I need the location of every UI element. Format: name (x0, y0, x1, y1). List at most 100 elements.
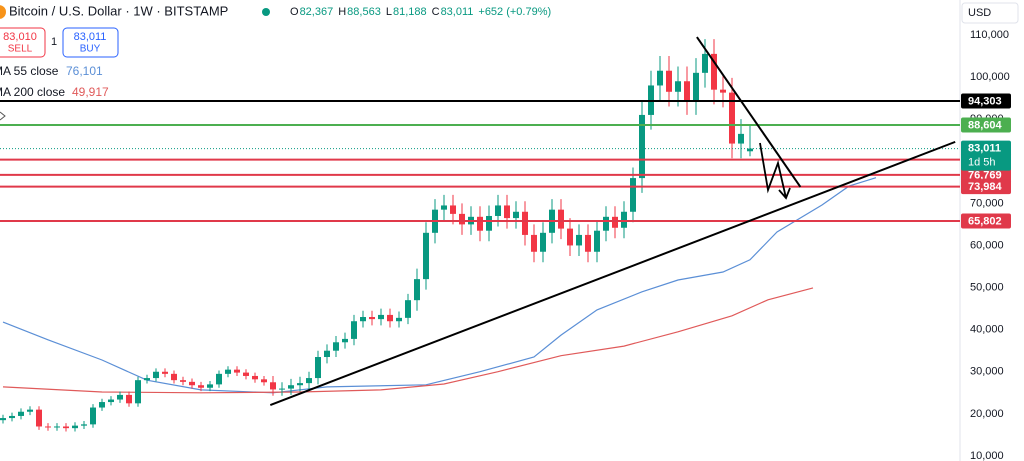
candle-body (90, 407, 96, 425)
level-price-label: 73,984 (968, 181, 1003, 193)
candle-body (261, 379, 267, 383)
candle-body (297, 383, 303, 386)
sell-button[interactable] (0, 27, 46, 58)
y-tick-label: 60,000 (970, 239, 1004, 251)
candle-body (270, 382, 276, 390)
candle-body (513, 211, 519, 219)
candle-body (729, 92, 735, 144)
sell-price: 83,010 (3, 31, 37, 43)
candle-body (315, 357, 321, 379)
candle-body (216, 373, 222, 385)
candle-body (0, 418, 6, 421)
moving-average (2, 287, 814, 394)
candle-body (171, 373, 177, 381)
y-tick-label: 110,000 (970, 29, 1009, 41)
y-tick-label: 50,000 (970, 281, 1004, 293)
candle-body (657, 70, 663, 86)
level-price-box (961, 213, 1011, 229)
candle-body (459, 213, 465, 225)
candle-body (207, 384, 213, 388)
candle-body (450, 205, 456, 214)
ohlc-values: O 82,367 H 88,563 L 81,188 C 83,011 +652 (+0.79%… (290, 6, 551, 18)
candle-body (351, 321, 357, 339)
y-tick-label: 100,000 (970, 71, 1010, 83)
ma200-name: MA 200 close (0, 85, 65, 99)
candle-body (423, 232, 429, 280)
buy-button[interactable] (62, 27, 119, 58)
candle-body (477, 216, 483, 231)
candle-body (81, 424, 87, 426)
level-price-label: 76,769 (968, 169, 1002, 181)
ma55-value: 76,101 (66, 64, 103, 78)
buy-price: 83,011 (74, 31, 107, 43)
y-tick-label: 30,000 (970, 366, 1004, 378)
candle-body (9, 415, 15, 419)
candle-body (333, 342, 339, 351)
currency-box[interactable] (961, 2, 1019, 24)
last-price-box (961, 140, 1011, 171)
collapse-icon[interactable] (0, 111, 6, 121)
candle-body (639, 114, 645, 179)
ohlc-key: L (386, 6, 392, 18)
candle-body (225, 369, 231, 374)
candle-body (108, 399, 114, 403)
candle-body (243, 372, 249, 376)
y-tick-label: 70,000 (970, 197, 1004, 209)
ohlc-value: 83,011 (441, 6, 474, 18)
sell-label: SELL (8, 44, 33, 55)
candle-body (99, 402, 105, 408)
candle-body (747, 148, 753, 152)
candle-body (720, 89, 726, 93)
candle-body (612, 216, 618, 228)
candle-body (18, 411, 24, 416)
candle-body (522, 211, 528, 235)
countdown: 1d 5h (968, 156, 996, 168)
candle-body (117, 394, 123, 400)
candle-body (135, 380, 141, 404)
candle-body (153, 371, 159, 379)
candle-body (621, 211, 627, 228)
candle-body (27, 409, 33, 412)
currency: USD (968, 7, 991, 19)
candle-body (486, 215, 492, 231)
candle-body (234, 369, 240, 373)
last-price-label: 83,011 (968, 142, 1001, 154)
candle-body (342, 338, 348, 343)
candle-body (684, 81, 690, 101)
market-status-dot (262, 8, 270, 16)
candle-body (72, 425, 78, 429)
buy-label: BUY (80, 44, 101, 55)
price-axis: 10,000 20,000 30,000 40,000 50,000 60,000 70,0… (961, 29, 1011, 461)
candle-body (189, 381, 195, 386)
candle-body (54, 426, 60, 428)
candle-body (567, 228, 573, 246)
candle-body (279, 388, 285, 390)
candle-body (504, 205, 510, 219)
candle-body (414, 279, 420, 301)
candle-body (531, 234, 537, 252)
ohlc-value: 88,563 (347, 6, 381, 18)
trendline (696, 36, 802, 188)
candle-body (702, 53, 708, 73)
candle-body (495, 205, 501, 216)
quantity: 1 (51, 36, 57, 48)
candle-body (360, 317, 366, 322)
level-price-box (961, 93, 1011, 109)
candle-body (162, 371, 168, 374)
candle-body (396, 317, 402, 322)
candle-body (387, 314, 393, 322)
candle-body (558, 209, 564, 229)
y-tick-label: 40,000 (970, 324, 1004, 336)
level-price-box (961, 167, 1011, 183)
ohlc-value: 81,188 (393, 6, 427, 18)
candle-body (180, 380, 186, 382)
candle-body (666, 70, 672, 92)
candle-body (306, 378, 312, 384)
candle-body (45, 426, 51, 428)
ohlc-key: H (338, 6, 346, 18)
candle-body (324, 350, 330, 358)
ohlc-key: C (432, 6, 440, 18)
change: +652 (+0.79%) (478, 6, 551, 18)
